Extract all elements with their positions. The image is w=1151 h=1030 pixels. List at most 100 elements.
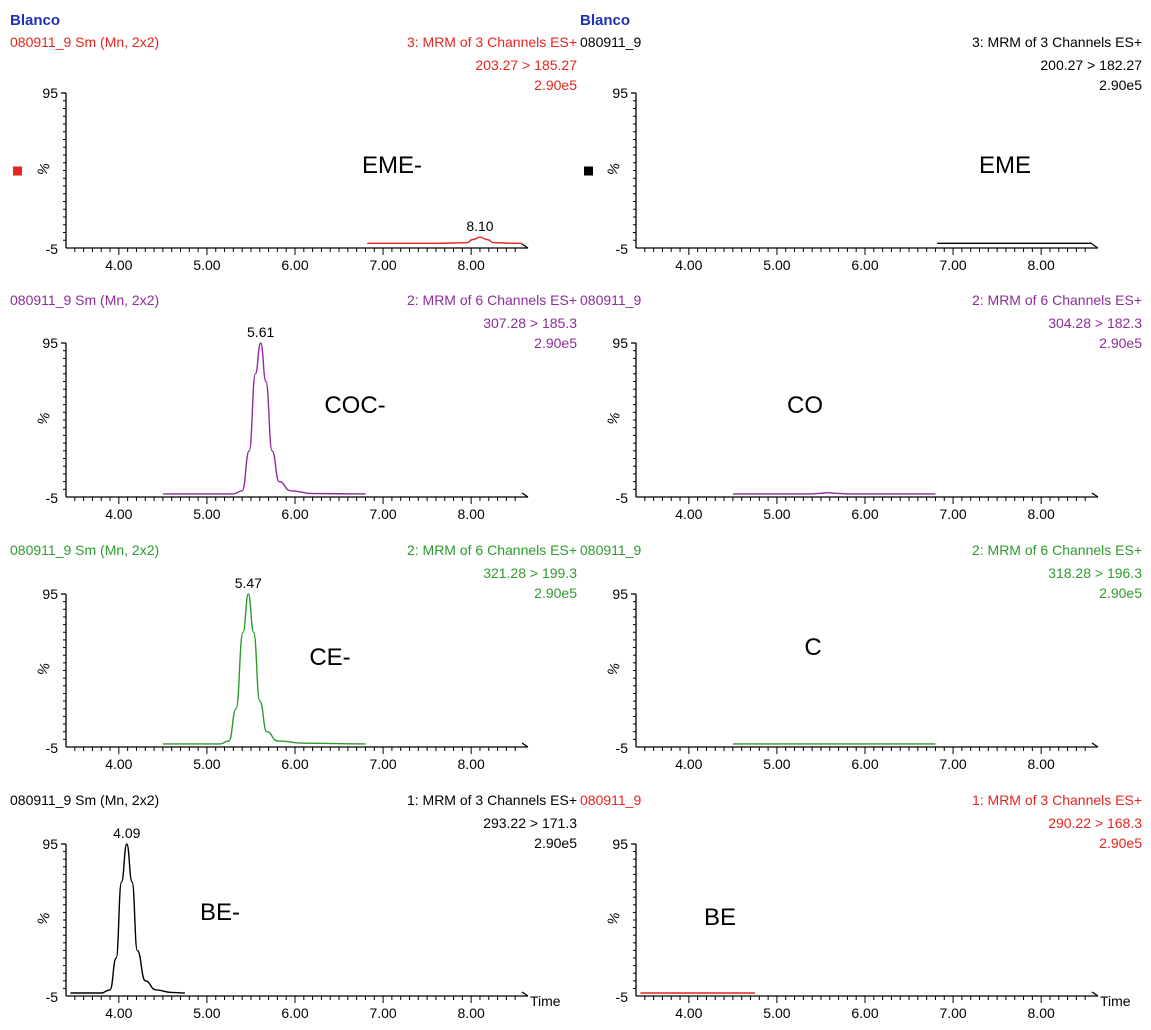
x-tick-label: 5.00 <box>193 1005 220 1021</box>
intensity-label: 2.90e5 <box>1099 335 1142 351</box>
x-tick-label: 8.00 <box>458 1005 485 1021</box>
x-tick-label: 7.00 <box>369 1005 396 1021</box>
function-label: 1: MRM of 3 Channels ES+ <box>407 792 577 808</box>
sample-label: 080911_9 <box>580 292 641 308</box>
y-axis-unit-label: % <box>604 160 623 177</box>
panel-title: Blanco <box>580 12 630 29</box>
x-tick-label: 6.00 <box>851 506 878 522</box>
sample-label: 080911_9 Sm (Mn, 2x2) <box>10 792 159 808</box>
y-tick-label: -5 <box>616 490 629 506</box>
intensity-label: 2.90e5 <box>534 335 577 351</box>
function-label: 2: MRM of 6 Channels ES+ <box>407 542 577 558</box>
sample-label: 080911_9 Sm (Mn, 2x2) <box>10 542 159 558</box>
y-tick-label: 95 <box>612 586 628 602</box>
transition-label: 293.22 > 171.3 <box>483 815 577 831</box>
peak-label: 5.61 <box>247 324 274 340</box>
x-tick-label: 8.00 <box>1028 257 1055 273</box>
x-tick-label: 8.00 <box>458 756 485 772</box>
x-tick-label: 6.00 <box>281 257 308 273</box>
x-tick-label: 8.00 <box>458 506 485 522</box>
compound-annotation: COC- <box>324 392 385 419</box>
intensity-label: 2.90e5 <box>534 585 577 601</box>
x-tick-label: 7.00 <box>939 1005 966 1021</box>
intensity-label: 2.90e5 <box>1099 585 1142 601</box>
channel-marker <box>584 166 593 176</box>
x-axis-arrow <box>1091 991 1099 997</box>
x-tick-label: 7.00 <box>939 257 966 273</box>
y-tick-label: 95 <box>42 836 58 852</box>
x-tick-label: 7.00 <box>369 257 396 273</box>
transition-label: 290.22 > 168.3 <box>1048 815 1142 831</box>
chromatogram-trace <box>732 491 936 495</box>
intensity-label: 2.90e5 <box>1099 77 1142 93</box>
chromatogram-panel-7: 080911_9 Sm (Mn, 2x2) 1: MRM of 3 Channel… <box>10 792 577 1021</box>
x-tick-label: 6.00 <box>851 257 878 273</box>
x-tick-label: 5.00 <box>193 506 220 522</box>
y-tick-label: -5 <box>46 241 59 257</box>
function-label: 2: MRM of 6 Channels ES+ <box>407 292 577 308</box>
function-label: 3: MRM of 3 Channels ES+ <box>407 34 577 50</box>
chromatogram-trace <box>70 843 185 994</box>
x-tick-label: 4.00 <box>105 756 132 772</box>
y-tick-label: -5 <box>46 989 59 1005</box>
sample-label: 080911_9 Sm (Mn, 2x2) <box>10 292 159 308</box>
transition-label: 318.28 > 196.3 <box>1048 565 1142 581</box>
intensity-label: 2.90e5 <box>534 77 577 93</box>
x-tick-label: 4.00 <box>675 1005 702 1021</box>
y-tick-label: 95 <box>42 586 58 602</box>
function-label: 3: MRM of 3 Channels ES+ <box>972 34 1142 50</box>
x-axis-label: Time <box>1100 993 1131 1009</box>
x-tick-label: 4.00 <box>105 1005 132 1021</box>
transition-label: 304.28 > 182.3 <box>1048 315 1142 331</box>
sample-label: 080911_9 Sm (Mn, 2x2) <box>10 34 159 50</box>
x-tick-label: 6.00 <box>281 1005 308 1021</box>
x-tick-label: 8.00 <box>1028 1005 1055 1021</box>
peak-label: 4.09 <box>113 825 140 841</box>
panel-title: Blanco <box>10 12 60 29</box>
chromatogram-trace <box>162 593 366 745</box>
y-tick-label: 95 <box>612 836 628 852</box>
channel-marker <box>13 166 22 176</box>
compound-annotation: EME <box>979 152 1031 179</box>
y-tick-label: 95 <box>612 85 628 101</box>
transition-label: 321.28 > 199.3 <box>483 565 577 581</box>
y-tick-label: -5 <box>616 740 629 756</box>
x-axis-label: Time <box>530 993 561 1009</box>
peak-label: 8.10 <box>466 218 493 234</box>
x-axis-arrow <box>521 492 529 498</box>
y-tick-label: -5 <box>616 989 629 1005</box>
x-tick-label: 5.00 <box>193 257 220 273</box>
x-tick-label: 6.00 <box>851 756 878 772</box>
chromatogram-panel-1: Blanco 080911_9 Sm (Mn, 2x2) 3: MRM of 3 C… <box>10 12 577 273</box>
x-tick-label: 5.00 <box>763 257 790 273</box>
chromatogram-panel-6: 080911_9 2: MRM of 6 Channels ES+ 318.28 >… <box>580 542 1142 772</box>
x-tick-label: 8.00 <box>1028 506 1055 522</box>
x-tick-label: 8.00 <box>1028 756 1055 772</box>
x-axis-arrow <box>521 243 529 249</box>
x-tick-label: 6.00 <box>281 506 308 522</box>
intensity-label: 2.90e5 <box>534 835 577 851</box>
x-tick-label: 7.00 <box>369 506 396 522</box>
function-label: 2: MRM of 6 Channels ES+ <box>972 292 1142 308</box>
y-tick-label: 95 <box>42 335 58 351</box>
y-axis-unit-label: % <box>34 660 53 677</box>
y-tick-label: -5 <box>46 740 59 756</box>
y-axis-unit-label: % <box>604 410 623 427</box>
x-tick-label: 4.00 <box>675 257 702 273</box>
x-tick-label: 8.00 <box>458 257 485 273</box>
intensity-label: 2.90e5 <box>1099 835 1142 851</box>
compound-annotation: CO <box>787 392 823 419</box>
compound-annotation: BE <box>704 904 736 931</box>
y-tick-label: -5 <box>46 490 59 506</box>
peak-label: 5.47 <box>235 575 262 591</box>
sample-label: 080911_9 <box>580 792 641 808</box>
function-label: 1: MRM of 3 Channels ES+ <box>972 792 1142 808</box>
chromatogram-panel-3: 080911_9 Sm (Mn, 2x2) 2: MRM of 6 Channel… <box>10 292 577 522</box>
x-axis-arrow <box>1091 243 1099 249</box>
x-tick-label: 7.00 <box>939 756 966 772</box>
y-axis-unit-label: % <box>604 910 623 927</box>
transition-label: 200.27 > 182.27 <box>1040 57 1142 73</box>
x-tick-label: 6.00 <box>281 756 308 772</box>
y-axis-unit-label: % <box>34 410 53 427</box>
